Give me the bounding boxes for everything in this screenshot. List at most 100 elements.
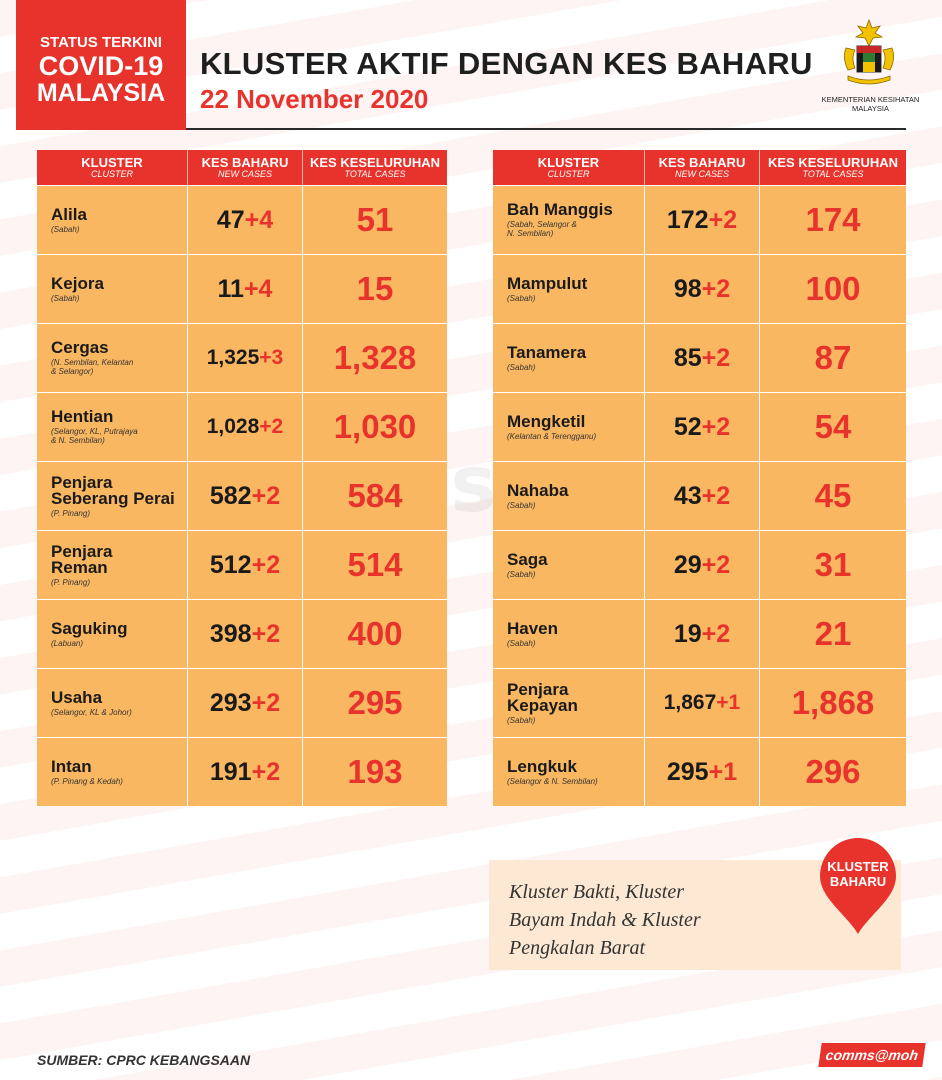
new-cases-cell: 1,867 +1 — [645, 669, 760, 737]
status-line-1: STATUS TERKINI — [40, 34, 162, 51]
previous-cases-value: 582 — [209, 481, 252, 510]
status-line-2: COVID-19 — [38, 51, 164, 81]
header-divider — [186, 128, 906, 130]
cluster-location: (Selangor & N. Sembilan) — [507, 776, 598, 786]
new-cases-cell: 52 +2 — [645, 393, 760, 461]
previous-cases-value: 85 — [673, 343, 702, 372]
cluster-cell: Mampulut (Sabah) — [493, 255, 645, 323]
total-cases-value: 45 — [814, 477, 852, 514]
new-cases-cell: 293 +2 — [188, 669, 303, 737]
previous-cases-value: 1,325 — [206, 346, 260, 369]
new-cases-cell: 512 +2 — [188, 531, 303, 599]
ministry-name: KEMENTERIAN KESIHATAN MALAYSIA — [821, 95, 920, 113]
cluster-location: (Selangor, KL, Putrajaya & N. Sembilan) — [51, 427, 138, 445]
added-cases-value: +2 — [259, 415, 284, 438]
previous-cases-value: 1,867 — [663, 691, 717, 714]
new-cases-cell: 47 +4 — [188, 186, 303, 254]
cluster-cell: Penjara Reman (P. Pinang) — [37, 531, 188, 599]
total-cases-value: 174 — [805, 201, 861, 238]
column-header-total-cases: KES KESELURUHAN TOTAL CASES — [309, 155, 440, 179]
table-row: Penjara Kepayan (Sabah) 1,867 +1 1,868 — [493, 668, 906, 737]
previous-cases-value: 19 — [673, 619, 702, 648]
table-row: Intan (P. Pinang & Kedah) 191 +2 193 — [37, 737, 447, 806]
source-credit: SUMBER: CPRC KEBANGSAAN — [37, 1052, 251, 1068]
total-cases-value: 296 — [805, 753, 861, 790]
new-cluster-badge: KLUSTER BAHARU — [827, 859, 889, 889]
previous-cases-value: 512 — [209, 550, 252, 579]
cluster-name: Cergas — [51, 338, 109, 357]
cluster-location: (Selangor, KL & Johor) — [51, 707, 132, 717]
previous-cases-value: 172 — [666, 205, 709, 234]
cluster-name: Kejora — [51, 273, 104, 293]
table-row: Lengkuk (Selangor & N. Sembilan) 295 +1 296 — [493, 737, 906, 806]
total-cases-value: 100 — [805, 270, 861, 307]
total-cases-value: 21 — [814, 615, 852, 652]
table-row: Cergas (N. Sembilan, Kelantan & Selangor)… — [37, 323, 447, 392]
cluster-table-left: KLUSTER CLUSTER KES BAHARU NEW CASES KES… — [37, 150, 447, 806]
added-cases-value: +2 — [701, 343, 731, 372]
cluster-name: Penjara Kepayan — [507, 679, 578, 715]
table-row: Usaha (Selangor, KL & Johor) 293 +2 295 — [37, 668, 447, 737]
new-cases-cell: 582 +2 — [188, 462, 303, 530]
total-cases-value: 1,328 — [333, 339, 417, 376]
total-cases-value: 295 — [347, 684, 403, 721]
cluster-cell: Usaha (Selangor, KL & Johor) — [37, 669, 188, 737]
table-row: Saguking (Labuan) 398 +2 400 — [37, 599, 447, 668]
cluster-name: Hentian — [51, 407, 114, 426]
cluster-name: Tanamera — [507, 342, 587, 362]
table-header: KLUSTER CLUSTER KES BAHARU NEW CASES KES… — [493, 150, 906, 185]
cluster-name: Mengketil — [507, 411, 586, 431]
added-cases-value: +2 — [701, 619, 731, 648]
cluster-table-right: KLUSTER CLUSTER KES BAHARU NEW CASES KES… — [493, 150, 906, 806]
previous-cases-value: 1,028 — [206, 415, 260, 438]
cluster-name: Intan — [51, 756, 92, 776]
added-cases-value: +4 — [244, 205, 274, 234]
column-header-total-cases: KES KESELURUHAN TOTAL CASES — [767, 155, 898, 179]
cluster-name: Mampulut — [507, 273, 588, 293]
page-title: KLUSTER AKTIF DENGAN KES BAHARU — [200, 46, 813, 81]
cluster-name: Usaha — [51, 687, 103, 707]
table-row: Alila (Sabah) 47 +4 51 — [37, 185, 447, 254]
table-row: Tanamera (Sabah) 85 +2 87 — [493, 323, 906, 392]
previous-cases-value: 29 — [673, 550, 702, 579]
previous-cases-value: 191 — [209, 757, 252, 786]
previous-cases-value: 52 — [673, 412, 702, 441]
cluster-location: (Sabah, Selangor & N. Sembilan) — [507, 220, 577, 238]
previous-cases-value: 295 — [666, 757, 709, 786]
added-cases-value: +2 — [701, 412, 731, 441]
added-cases-value: +2 — [701, 274, 731, 303]
new-cases-cell: 295 +1 — [645, 738, 760, 806]
new-cases-cell: 1,325 +3 — [188, 324, 303, 392]
table-header: KLUSTER CLUSTER KES BAHARU NEW CASES KES… — [37, 150, 447, 185]
total-cases-value: 584 — [347, 477, 403, 514]
cluster-name: Penjara Seberang Perai — [51, 472, 175, 508]
added-cases-value: +2 — [251, 688, 281, 717]
table-row: Hentian (Selangor, KL, Putrajaya & N. Sem… — [37, 392, 447, 461]
cluster-location: (Kelantan & Terengganu) — [507, 431, 597, 441]
report-date: 22 November 2020 — [200, 84, 429, 114]
total-cases-value: 193 — [347, 753, 403, 790]
cluster-cell: Kejora (Sabah) — [37, 255, 188, 323]
table-row: Haven (Sabah) 19 +2 21 — [493, 599, 906, 668]
cluster-cell: Penjara Seberang Perai (P. Pinang) — [37, 462, 188, 530]
cluster-cell: Intan (P. Pinang & Kedah) — [37, 738, 188, 806]
added-cases-value: +2 — [251, 481, 281, 510]
cluster-cell: Lengkuk (Selangor & N. Sembilan) — [493, 738, 645, 806]
cluster-location: (Labuan) — [51, 638, 84, 648]
new-cases-cell: 29 +2 — [645, 531, 760, 599]
cluster-location: (Sabah) — [51, 293, 80, 303]
cluster-cell: Saguking (Labuan) — [37, 600, 188, 668]
previous-cases-value: 398 — [209, 619, 252, 648]
table-row: Kejora (Sabah) 11 +4 15 — [37, 254, 447, 323]
new-clusters-text: Kluster Bakti, Kluster Bayam Indah & Klu… — [509, 881, 701, 959]
added-cases-value: +1 — [716, 691, 741, 714]
added-cases-value: +1 — [708, 757, 738, 786]
added-cases-value: +4 — [243, 274, 273, 303]
cluster-location: (N. Sembilan, Kelantan & Selangor) — [51, 358, 134, 376]
cluster-name: Penjara Reman — [51, 541, 113, 577]
column-header-cluster: KLUSTER CLUSTER — [37, 150, 188, 185]
previous-cases-value: 98 — [673, 274, 702, 303]
table-row: Nahaba (Sabah) 43 +2 45 — [493, 461, 906, 530]
new-cases-cell: 85 +2 — [645, 324, 760, 392]
new-cases-cell: 98 +2 — [645, 255, 760, 323]
